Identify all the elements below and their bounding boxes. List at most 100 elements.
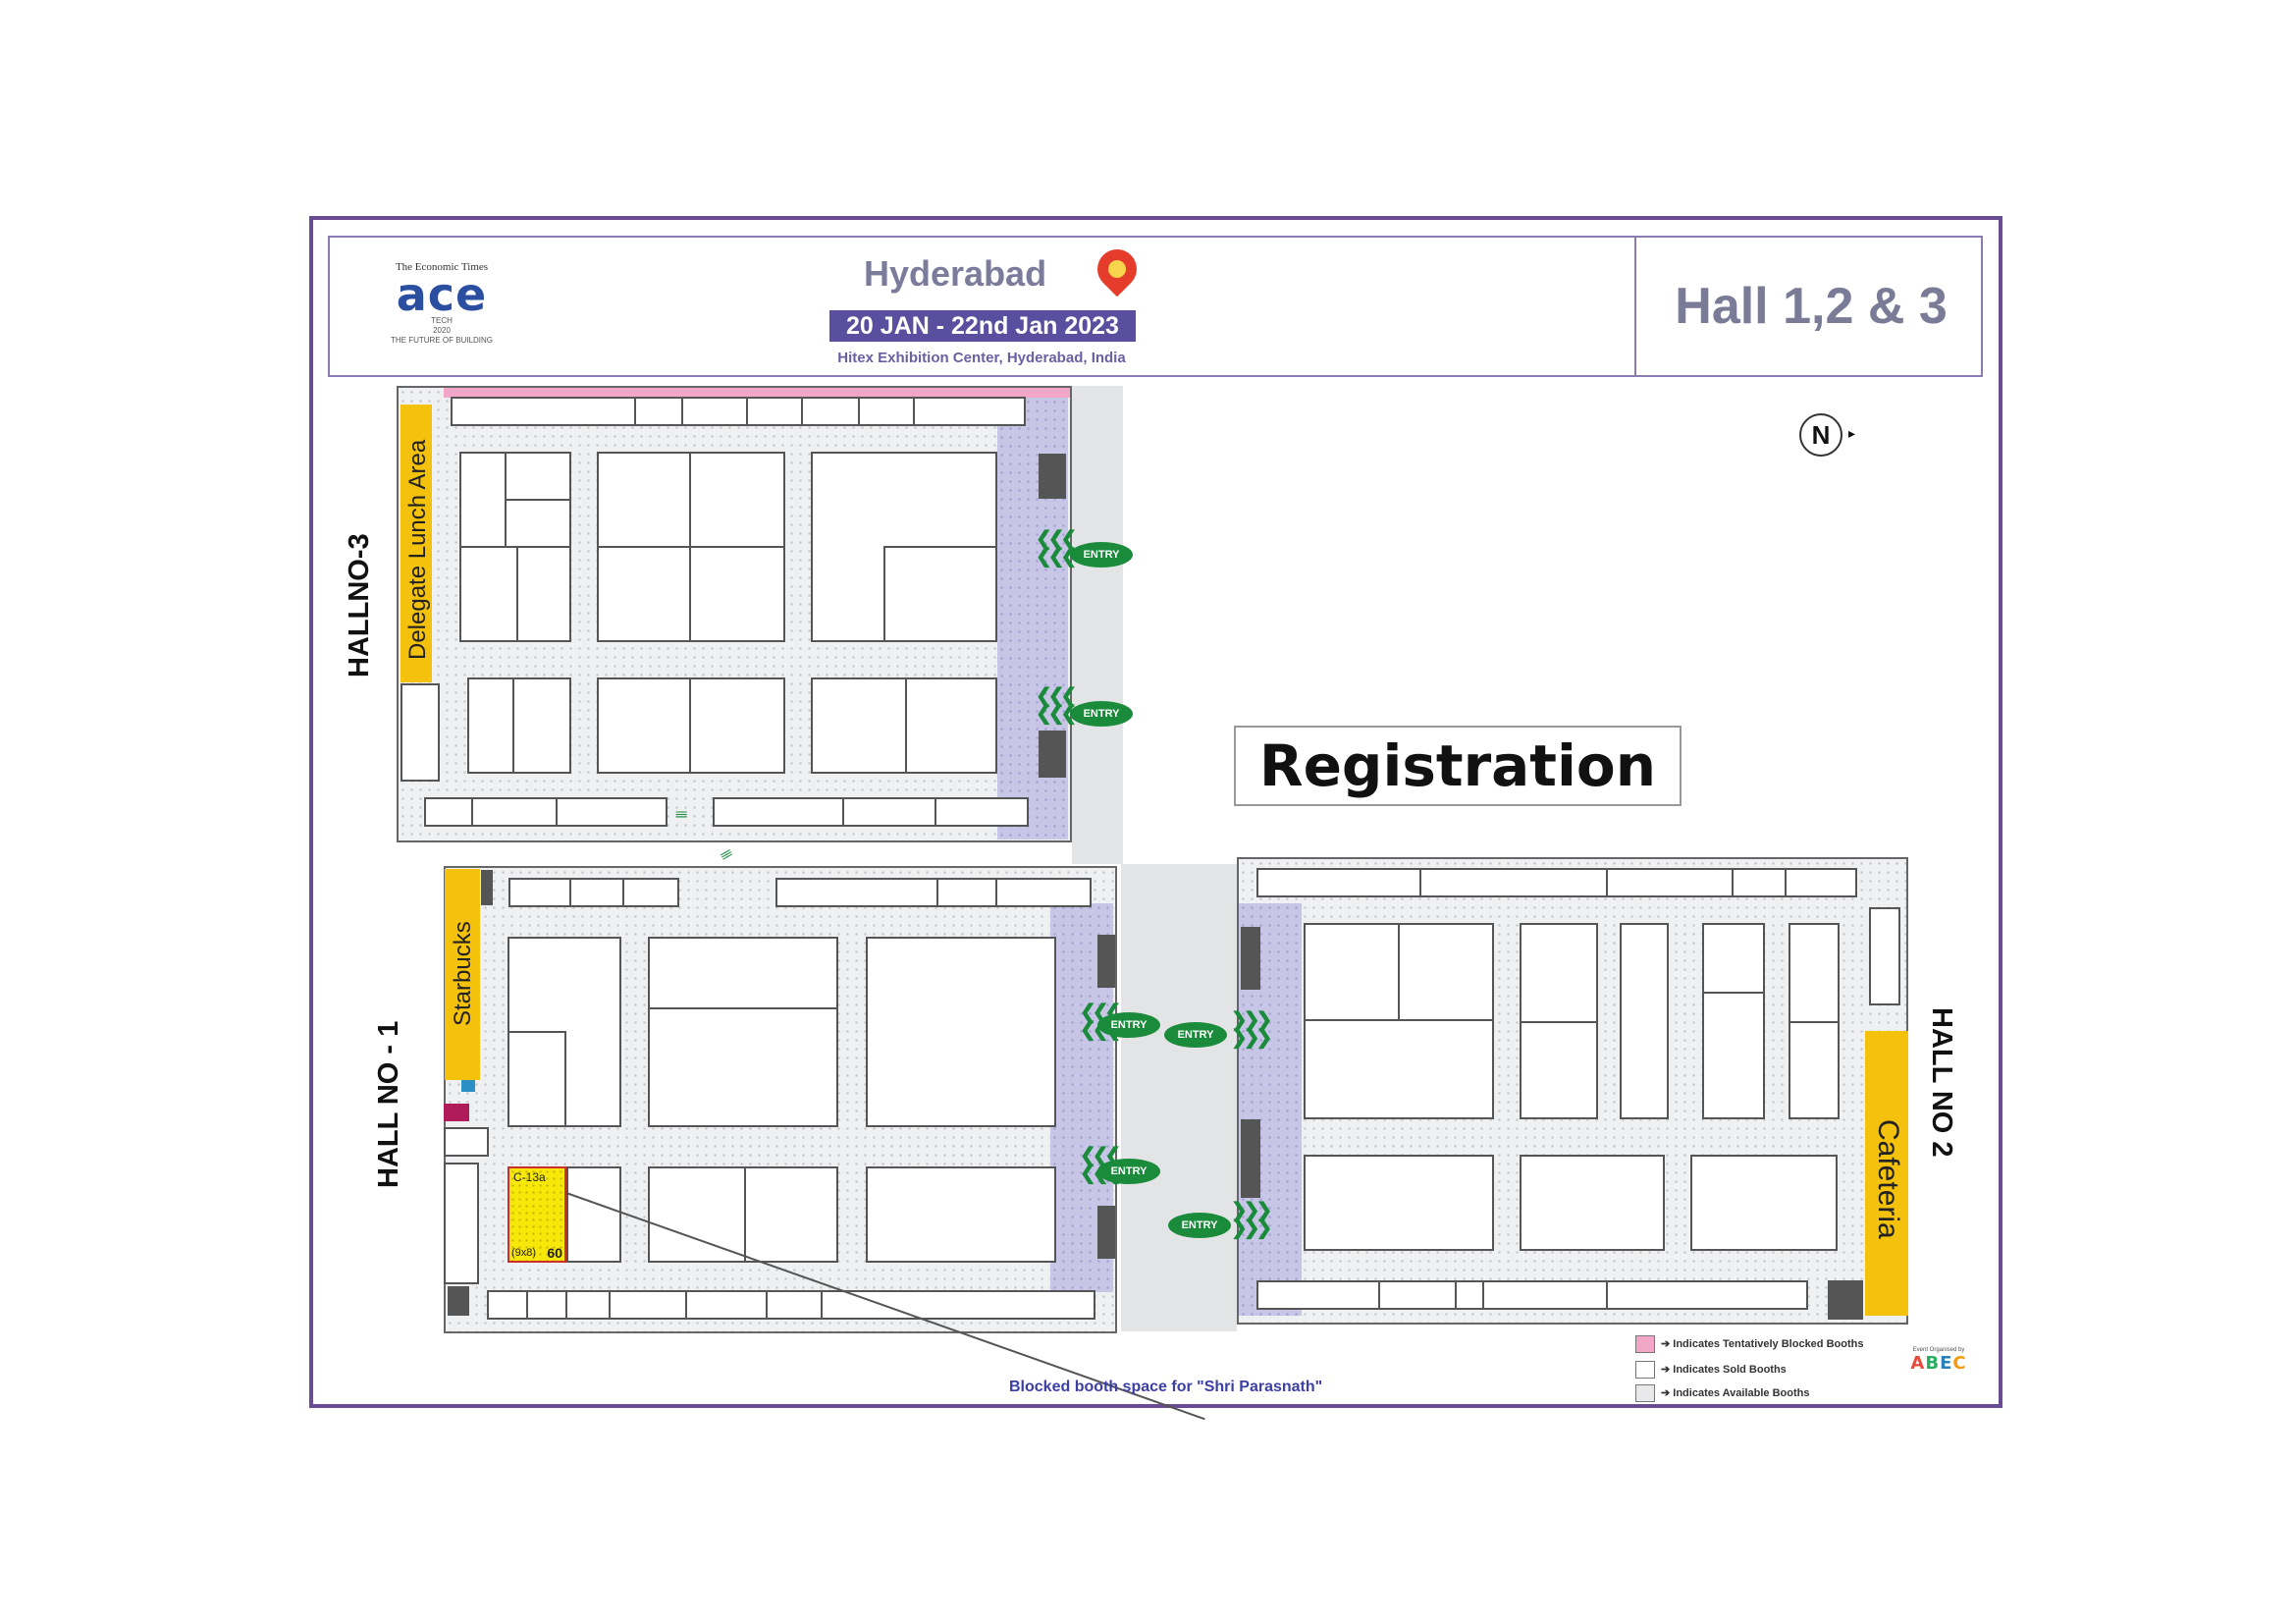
booth [858,397,915,426]
booth [1702,923,1765,994]
booth [766,1290,823,1320]
entry-arrows-icon: ❯❯❯ ❯❯❯ [1231,1200,1272,1239]
cafeteria-area [1865,1031,1908,1316]
blocked-booth-c13a: C-13a (9x8) 60 [507,1166,566,1263]
booth [689,452,785,548]
hall-1-name: HALL NO - 1 [373,1020,404,1188]
logo-top-text: The Economic Times [395,261,489,273]
booth [526,1290,567,1320]
booth-area: 60 [547,1245,562,1261]
north-arrow-icon: ▸ [1848,425,1856,441]
booth [1869,907,1900,1005]
entry-marker: ENTRY [1164,1022,1227,1048]
map-frame [309,216,2002,1408]
booth [1482,1280,1608,1310]
booth [746,397,803,426]
booth [400,683,440,782]
logo-line: THE FUTURE OF BUILDING [390,336,493,345]
legend-swatch [1635,1361,1655,1379]
hall-2-pillar [1828,1280,1863,1320]
logo-brand: ace [396,268,488,321]
legend-label: Indicates Tentatively Blocked Booths [1673,1337,1864,1350]
hall-3-name: HALLNO-3 [344,533,375,677]
booth [444,1127,489,1157]
entry-marker: ENTRY [1070,542,1133,568]
booth [842,797,936,827]
event-dates: 20 JAN - 22nd Jan 2023 [829,310,1136,342]
tentative-strip [444,388,1070,398]
city-title: Hyderabad [864,253,1047,294]
blocked-booth-note: Blocked booth space for "Shri Parasnath" [1009,1379,1323,1395]
logo-line: TECH [431,316,453,325]
booth [566,1166,621,1263]
hall-1-pillar [1097,935,1115,988]
legend-swatch [1635,1335,1655,1353]
booth [444,1163,479,1284]
booth [471,797,558,827]
booth-code: C-13a [513,1170,546,1184]
hall-1-pillar [448,1286,469,1316]
booth [1398,923,1494,1021]
organiser-label: Event Organised by [1912,1347,1965,1353]
booth [1520,1155,1665,1251]
info-kiosk [461,1080,475,1092]
legend-item: ➔ Indicates Tentatively Blocked Booths [1635,1335,1863,1353]
booth [866,1166,1056,1263]
booth-size: (9x8) [511,1247,537,1259]
abec-logo: Event Organised by ABEC [1904,1347,1973,1390]
organiser-name: ABEC [1910,1353,1967,1374]
kiosk [444,1104,469,1121]
hall-1-pillar [1097,1206,1115,1259]
booth [905,677,997,774]
booth [1690,1155,1838,1251]
booth [1304,1155,1494,1251]
booth [883,546,997,642]
booth [569,878,624,907]
legend-item: ➔ Indicates Available Booths [1635,1384,1809,1402]
header-divider [1634,236,1636,377]
booth [648,937,838,1009]
hall-3-pillar [1039,731,1066,778]
booth [451,397,1026,426]
booth [936,878,997,907]
booth [1419,868,1608,897]
entry-marker: ENTRY [1097,1159,1160,1184]
booth [775,878,1092,907]
booth [609,1290,687,1320]
north-compass-icon: N [1799,413,1842,457]
booth [1789,1021,1840,1119]
delegate-lunch-area-label: Delegate Lunch Area [404,439,431,660]
ace-logo: The Economic Times ace TECH 2020 THE FUT… [373,255,510,363]
hall-title: Hall 1,2 & 3 [1675,278,1948,335]
registration-sign: Registration [1234,726,1682,806]
central-corridor [1121,864,1237,1331]
cafeteria-label: Cafeteria [1872,1119,1904,1239]
hall-2-name: HALL NO 2 [1926,1007,1957,1158]
entry-marker: ENTRY [1168,1213,1231,1238]
entry-marker: ENTRY [1070,701,1133,727]
booth [505,452,571,501]
hall-3-pillar [1039,454,1066,499]
hall-2-pillar [1241,1119,1260,1198]
entry-arrows-icon: ❮❮❮❮❮❮ [1036,528,1077,568]
legend-label: Indicates Sold Booths [1673,1363,1787,1376]
booth [1732,868,1787,897]
logo-line: 2020 [433,326,451,335]
booth [507,1031,566,1127]
booth [505,499,571,548]
header [328,236,1983,377]
hall-1-pillar [481,870,493,905]
booth [866,937,1056,1127]
hall-3-corridor [1072,386,1123,864]
legend-item: ➔ Indicates Sold Booths [1635,1361,1787,1379]
booth [1520,1021,1598,1119]
booth [744,1166,838,1263]
booth [634,397,683,426]
legend-swatch [1635,1384,1655,1402]
entry-arrows-icon: ❯❯❯ ❯❯❯ [1231,1009,1272,1049]
entry-arrows-icon: ❮❮❮❮❮❮ [1036,685,1077,725]
booth [1378,1280,1457,1310]
legend-label: Indicates Available Booths [1673,1386,1810,1399]
hall-2-pillar [1241,927,1260,990]
booth [597,546,691,642]
